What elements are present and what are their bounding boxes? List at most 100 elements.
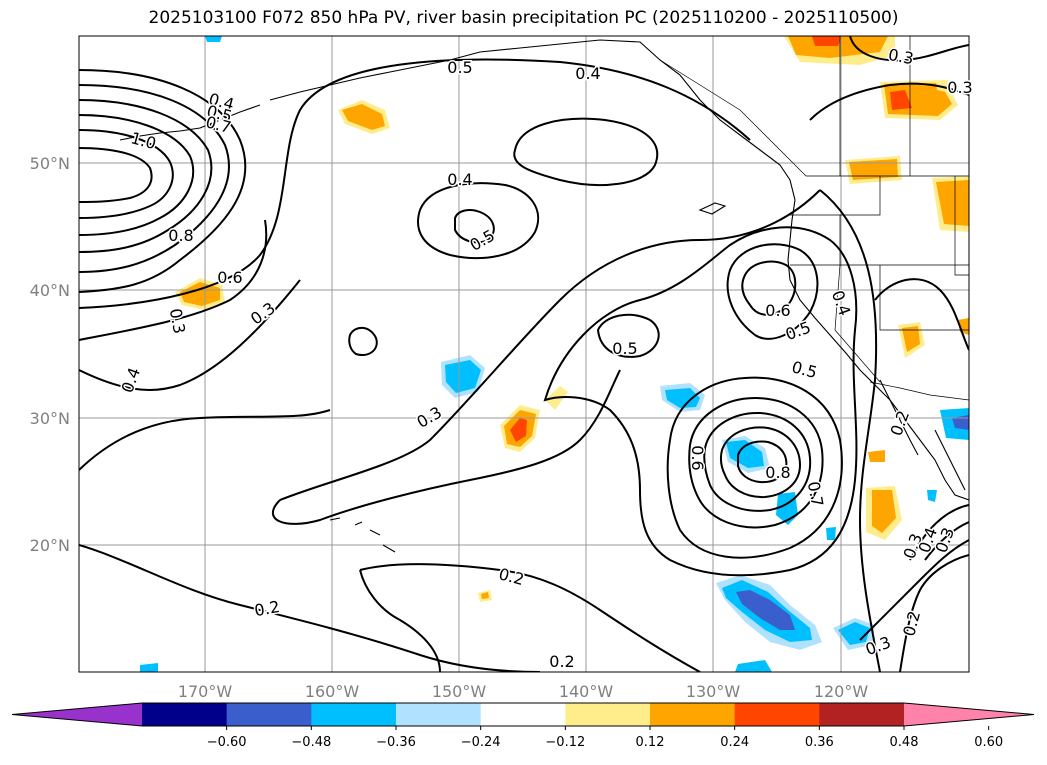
colorbar-segment — [311, 703, 397, 726]
contour-low-northwest-5 — [79, 129, 174, 219]
contour-small-loop — [348, 326, 378, 356]
neg-fill-mid-right-core — [665, 388, 700, 408]
neg-fill-tiny-2 — [205, 36, 222, 42]
neg-fill-center-small-core — [445, 360, 481, 393]
contour-label: 0.6 — [688, 445, 707, 470]
colorbar-segment — [650, 703, 736, 726]
neg-fill-bottom — [735, 660, 772, 672]
pv-contours — [79, 36, 969, 672]
contour-north-04 — [513, 117, 658, 186]
colorbar-tick-label: −0.12 — [545, 735, 585, 750]
contour-south-02c — [359, 569, 441, 672]
contour-center-04 — [417, 182, 540, 260]
political-borders — [659, 36, 969, 401]
contour-se-03 — [859, 539, 969, 641]
colorbar-tick-label: 0.60 — [974, 735, 1003, 750]
contour-low-northwest-7 — [79, 58, 751, 309]
lat-tick-label: 40°N — [30, 281, 70, 300]
alaska-canada-border — [659, 59, 807, 177]
coastlines — [119, 39, 969, 553]
colorbar-extend-high — [904, 703, 1034, 726]
us-mexico-border — [869, 381, 969, 401]
hawaii-islands — [329, 517, 396, 553]
pos-fill-nw-core — [180, 282, 220, 306]
colorbar-tick-label: −0.48 — [291, 735, 331, 750]
island-north-pacific — [698, 202, 727, 215]
lon-tick-label: 150°W — [432, 682, 487, 701]
contour-low-northwest-3 — [79, 99, 213, 253]
colorbar-extend-low — [12, 703, 142, 726]
contour-high-085 — [737, 440, 788, 484]
map-frame — [78, 35, 970, 673]
contour-label: 0.5 — [612, 339, 637, 358]
contour-se-02 — [899, 554, 969, 672]
pos-fill-top-right-strong — [812, 36, 842, 46]
contour-se-05 — [924, 521, 969, 561]
colorbar-tick-label: −0.24 — [461, 735, 501, 750]
lat-tick-label: 20°N — [30, 536, 70, 555]
alaska-coast — [269, 39, 796, 201]
pos-fill-baja — [868, 450, 885, 462]
pos-fill-bc-strong — [890, 90, 912, 110]
colorbar-segment — [480, 703, 566, 726]
bc-coast — [787, 199, 969, 501]
colorbar-tick-label: 0.24 — [720, 735, 749, 750]
colorbar-tick-label: 0.12 — [636, 735, 665, 750]
contour-high-06 — [666, 376, 843, 559]
lon-tick-label: 120°W — [814, 682, 869, 701]
neg-fill-tiny-1 — [140, 663, 158, 672]
pos-fill-central-strong — [510, 418, 527, 442]
lon-tick-label: 160°W — [305, 682, 360, 701]
lat-tick-label: 30°N — [30, 409, 70, 428]
lon-tick-label: 130°W — [686, 682, 741, 701]
lat-tick-label: 50°N — [30, 154, 70, 173]
page-title: 2025103100 F072 850 hPa PV, river basin … — [148, 8, 899, 28]
contour-west-02 — [79, 409, 331, 471]
contour-high-08 — [720, 426, 802, 499]
contour-low-northwest-1 — [79, 69, 247, 293]
contour-high-075 — [703, 411, 812, 512]
lon-axis-labels: 170°W 160°W 150°W 140°W 130°W 120°W — [178, 682, 869, 701]
neg-fill-coast-mx-strong — [952, 415, 969, 430]
colorbar: −0.60 −0.48 −0.36 −0.24 −0.12 0.12 0.24 0.36 0.4… — [11, 702, 1035, 750]
map-panel: 0.5 0.4 0.4 0.5 0.7 1.0 0.4 0.5 0.8 0.6 … — [30, 35, 974, 701]
contour-low-northwest-6 — [79, 147, 153, 203]
contour-west-04 — [79, 279, 301, 391]
pos-fill-rockies-core — [936, 180, 969, 226]
contour-label: 0.8 — [168, 226, 193, 245]
baja — [879, 379, 919, 456]
colorbar-segment — [226, 703, 312, 726]
contour-label: 0.4 — [575, 64, 600, 83]
pos-fill-gulf-core — [342, 104, 385, 130]
contour-low-northwest-2 — [79, 84, 230, 273]
colorbar-segment — [734, 703, 820, 726]
contour-low-northwest-4 — [79, 114, 195, 236]
neg-fill-inner-high-core — [726, 440, 764, 468]
contour-label: 0.7 — [804, 480, 827, 508]
contour-east-04 — [809, 82, 969, 121]
contour-label: 0.2 — [549, 652, 574, 671]
neg-fill-tiny-4 — [826, 527, 836, 540]
contour-high-06-north — [726, 243, 819, 340]
contour-center-05 — [454, 209, 495, 244]
pos-fill-wa-core — [849, 159, 898, 180]
contour-east-02 — [874, 278, 969, 351]
colorbar-tick-label: −0.36 — [376, 735, 416, 750]
mexico-coast — [934, 429, 966, 491]
map-background — [79, 36, 969, 672]
contour-label: 0.6 — [217, 268, 242, 287]
lon-tick-label: 170°W — [178, 682, 233, 701]
contour-label: 0.6 — [765, 301, 790, 320]
contour-high-05 — [543, 226, 858, 577]
contour-label: 0.4 — [447, 170, 472, 189]
colorbar-tick-label: 0.48 — [890, 735, 919, 750]
contour-label: 0.3 — [947, 78, 972, 97]
neg-fill-sw-bottom-strong — [736, 590, 795, 630]
colorbar-segment — [819, 703, 905, 726]
map-gridlines — [79, 36, 969, 672]
contour-label: 0.3 — [166, 307, 189, 335]
contour-se-04 — [909, 504, 969, 561]
neg-fill-tiny-3 — [927, 490, 937, 502]
colorbar-segment — [565, 703, 651, 726]
